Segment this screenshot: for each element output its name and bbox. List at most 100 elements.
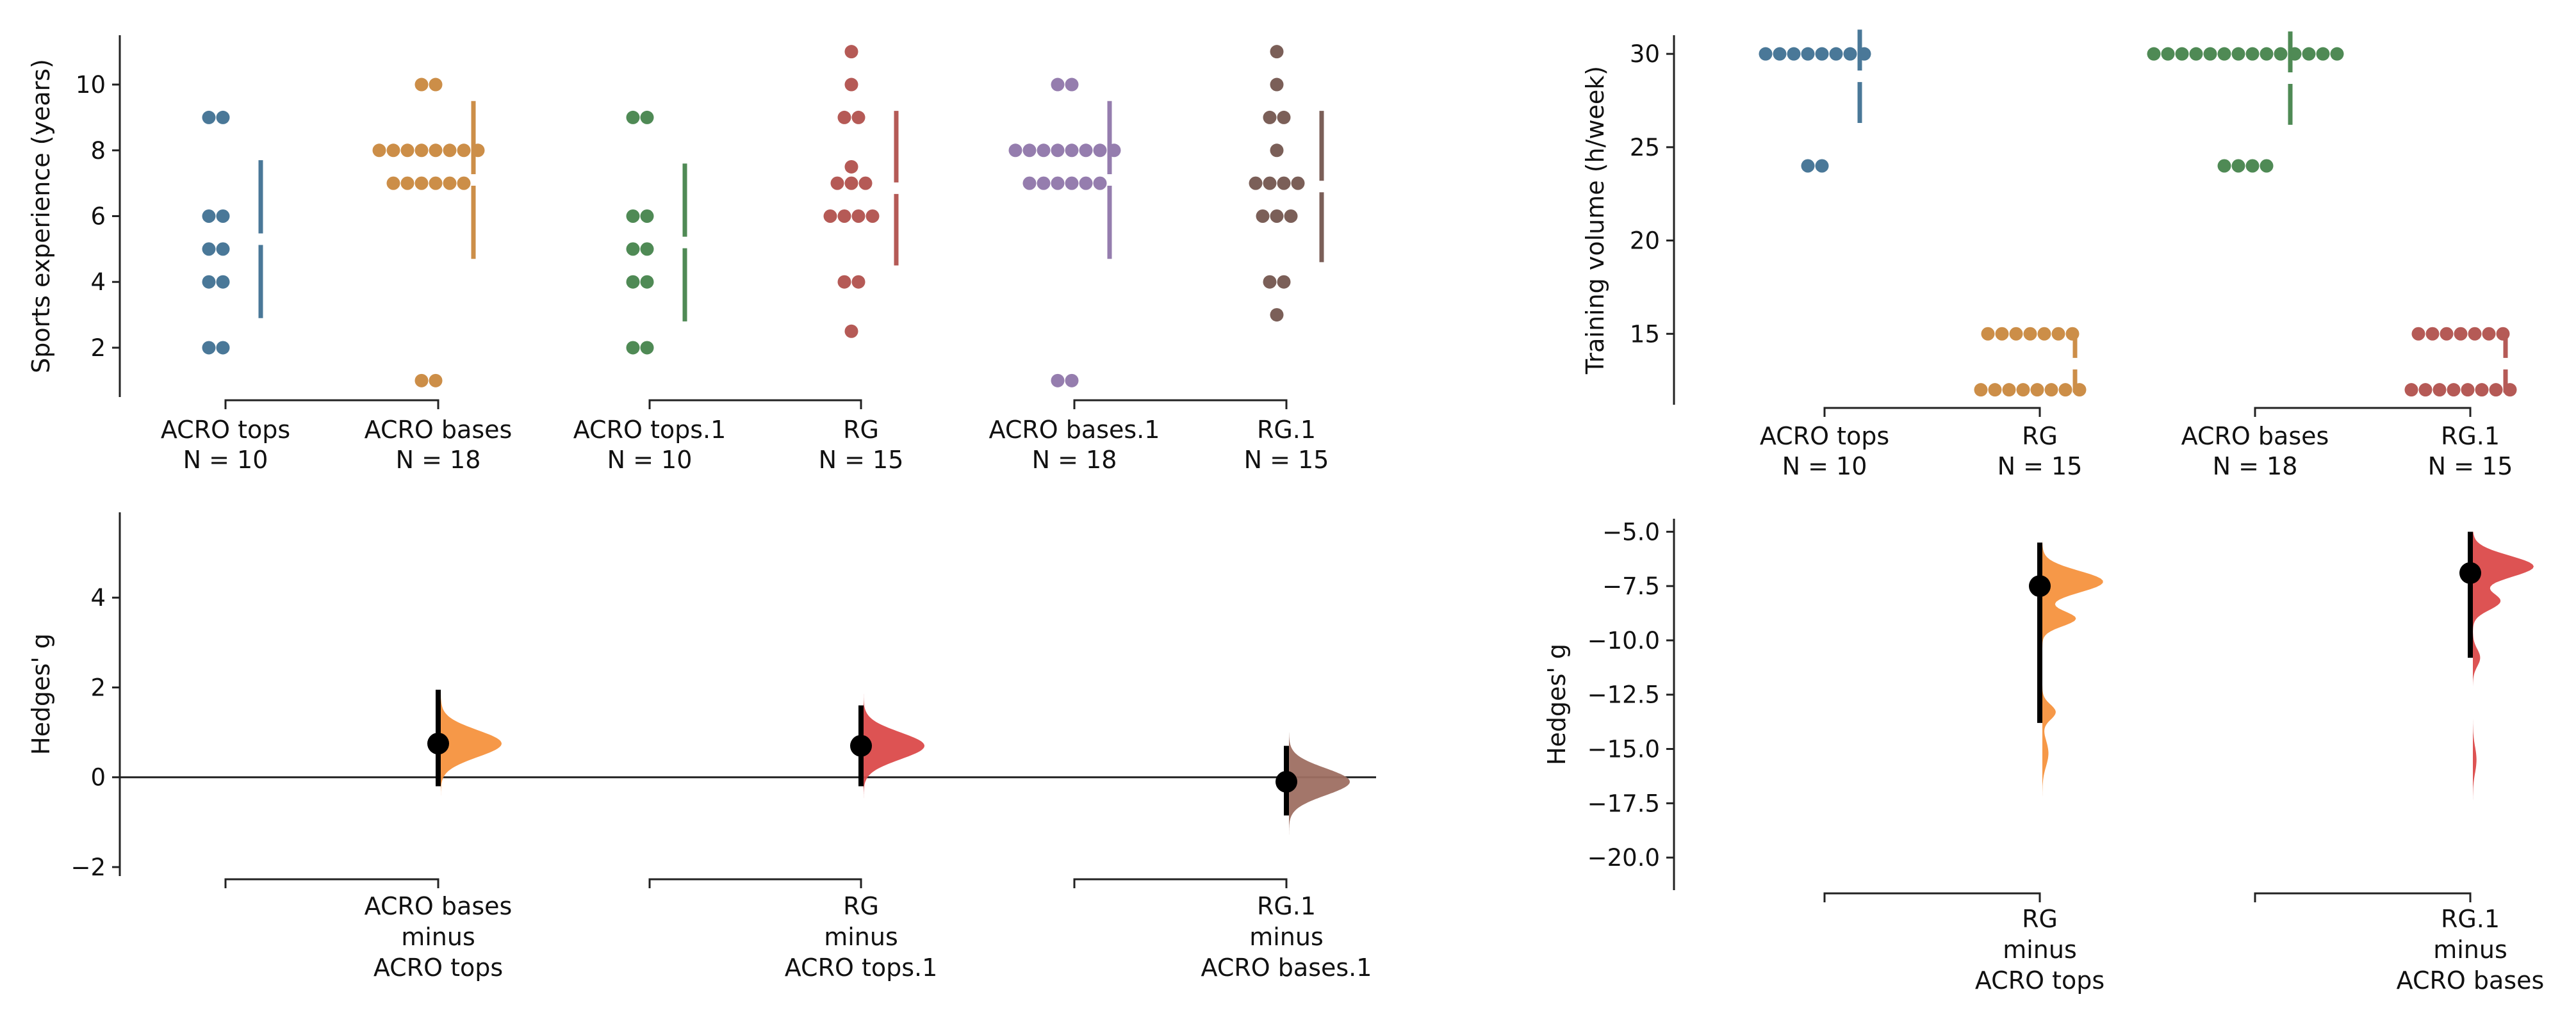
data-point bbox=[2051, 327, 2065, 341]
y-axis-title: Sports experience (years) bbox=[27, 59, 55, 373]
group-bracket bbox=[648, 878, 862, 888]
data-point bbox=[443, 176, 457, 190]
contrast-label-line: ACRO tops.1 bbox=[785, 954, 938, 982]
y-tick-label: 20 bbox=[1630, 227, 1660, 255]
y-tick-label: 30 bbox=[1630, 40, 1660, 68]
data-point bbox=[1270, 308, 1284, 322]
contrast-label-line: RG bbox=[843, 892, 879, 920]
category-label: ACRO bases bbox=[2181, 422, 2329, 450]
data-point bbox=[1787, 47, 1801, 61]
data-point bbox=[1037, 143, 1051, 158]
data-point bbox=[216, 209, 230, 223]
data-point bbox=[2161, 47, 2175, 61]
data-point bbox=[844, 176, 858, 190]
y-tick-label: 25 bbox=[1630, 134, 1660, 161]
data-point bbox=[640, 341, 654, 355]
category-label: RG bbox=[2022, 422, 2058, 450]
data-point bbox=[2037, 327, 2051, 341]
data-point bbox=[1801, 47, 1815, 61]
data-point bbox=[2203, 47, 2217, 61]
contrast-label-line: ACRO bases.1 bbox=[1201, 954, 1372, 982]
data-point bbox=[216, 242, 230, 256]
group-bracket bbox=[1073, 399, 1288, 409]
bootstrap-distribution bbox=[1289, 732, 1350, 863]
data-point bbox=[626, 209, 640, 223]
data-point bbox=[386, 176, 400, 190]
data-point bbox=[823, 209, 837, 223]
data-point bbox=[2231, 47, 2245, 61]
data-point bbox=[1773, 47, 1787, 61]
category-n-label: N = 18 bbox=[2213, 452, 2298, 480]
data-point bbox=[2274, 47, 2288, 61]
data-point bbox=[1815, 159, 1829, 173]
data-point bbox=[1008, 143, 1022, 158]
contrast-label-line: RG bbox=[2022, 905, 2058, 933]
y-tick-label: −2 bbox=[70, 854, 106, 881]
y-tick-label: −5.0 bbox=[1602, 518, 1660, 546]
data-point bbox=[202, 341, 216, 355]
category-label: ACRO tops bbox=[1760, 422, 1889, 450]
data-point bbox=[1093, 176, 1107, 190]
data-point bbox=[2147, 47, 2161, 61]
data-point bbox=[2058, 383, 2072, 397]
data-point bbox=[1051, 176, 1065, 190]
y-tick-label: 8 bbox=[90, 137, 106, 165]
y-tick-label: −20.0 bbox=[1587, 844, 1660, 872]
data-point bbox=[202, 110, 216, 124]
data-point bbox=[1284, 209, 1298, 223]
data-point bbox=[2044, 383, 2058, 397]
data-point bbox=[2302, 47, 2316, 61]
data-point bbox=[844, 77, 858, 92]
data-point bbox=[457, 176, 471, 190]
bootstrap-distribution bbox=[2473, 532, 2534, 858]
data-point bbox=[2260, 47, 2274, 61]
data-point bbox=[2245, 159, 2260, 173]
y-tick-label: 2 bbox=[90, 674, 106, 701]
data-point bbox=[844, 159, 858, 174]
bootstrap-distribution bbox=[864, 656, 924, 813]
contrast-label-line: RG.1 bbox=[1257, 892, 1316, 920]
category-label: ACRO tops bbox=[161, 416, 290, 444]
group-bracket bbox=[2254, 407, 2472, 417]
data-point bbox=[372, 143, 386, 158]
bootstrap-distribution bbox=[2042, 540, 2103, 880]
data-point bbox=[640, 275, 654, 289]
data-point bbox=[1277, 275, 1291, 289]
data-point bbox=[1065, 373, 1079, 387]
contrast-label-line: ACRO bases bbox=[2397, 966, 2545, 995]
data-point bbox=[1801, 159, 1815, 173]
data-point bbox=[1079, 143, 1093, 158]
data-point bbox=[1037, 176, 1051, 190]
category-label: ACRO bases bbox=[365, 416, 513, 444]
data-point bbox=[2316, 47, 2330, 61]
data-point bbox=[2245, 47, 2260, 61]
y-tick-label: 4 bbox=[90, 268, 106, 296]
y-axis-title: Hedges' g bbox=[27, 633, 55, 755]
category-n-label: N = 15 bbox=[819, 446, 904, 474]
y-tick-label: 15 bbox=[1630, 320, 1660, 348]
contrast-label-line: ACRO tops bbox=[373, 954, 503, 982]
data-point bbox=[640, 110, 654, 124]
data-point bbox=[1270, 143, 1284, 158]
y-axis-title: Hedges' g bbox=[1543, 644, 1571, 765]
category-label: ACRO tops.1 bbox=[573, 416, 726, 444]
data-point bbox=[2432, 383, 2447, 397]
data-point bbox=[626, 341, 640, 355]
category-n-label: N = 18 bbox=[1032, 446, 1117, 474]
data-point bbox=[1249, 176, 1263, 190]
data-point bbox=[2454, 327, 2468, 341]
data-point bbox=[2217, 47, 2231, 61]
data-point bbox=[640, 209, 654, 223]
data-point bbox=[2404, 383, 2418, 397]
effect-size-estimate bbox=[850, 735, 872, 757]
data-point bbox=[2475, 383, 2489, 397]
category-n-label: N = 18 bbox=[396, 446, 481, 474]
data-point bbox=[1256, 209, 1270, 223]
data-point bbox=[844, 324, 858, 338]
data-point bbox=[1829, 47, 1843, 61]
data-point bbox=[1981, 327, 1995, 341]
data-point bbox=[1291, 176, 1305, 190]
bootstrap-distribution bbox=[441, 602, 502, 813]
data-point bbox=[1079, 176, 1093, 190]
data-point bbox=[1270, 209, 1284, 223]
